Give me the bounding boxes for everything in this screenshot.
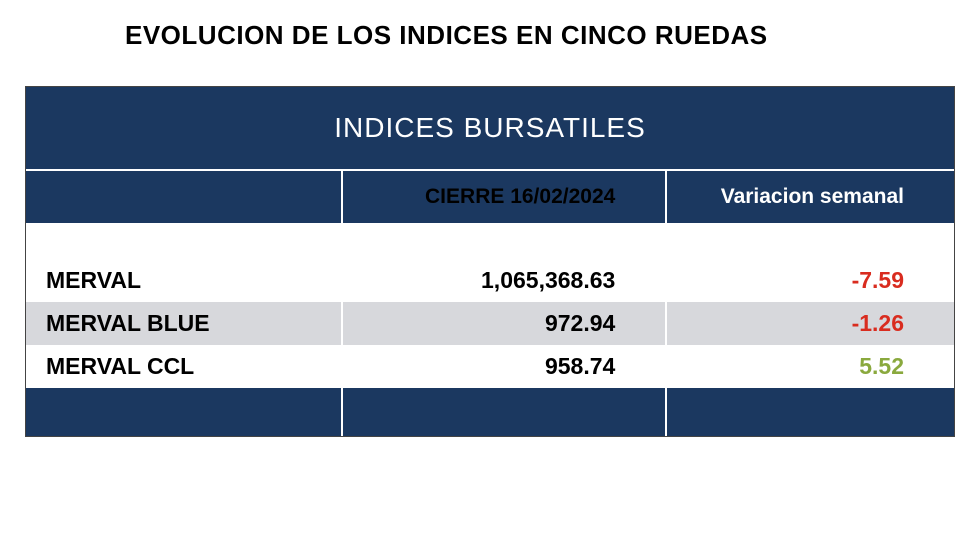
cell-close: 972.94: [342, 302, 667, 345]
table-row: MERVAL BLUE 972.94 -1.26: [26, 302, 954, 345]
header-index: [26, 171, 342, 223]
cell-index: MERVAL BLUE: [26, 302, 342, 345]
spacer-row: [26, 223, 954, 259]
table-row: MERVAL 1,065,368.63 -7.59: [26, 259, 954, 302]
table-banner: INDICES BURSATILES: [26, 87, 954, 171]
cell-index: MERVAL CCL: [26, 345, 342, 388]
indices-table-wrapper: INDICES BURSATILES CIERRE 16/02/2024 Var…: [25, 86, 955, 437]
cell-variation: 5.52: [666, 345, 954, 388]
page-title: EVOLUCION DE LOS INDICES EN CINCO RUEDAS: [125, 20, 955, 51]
header-variation: Variacion semanal: [666, 171, 954, 223]
header-row: CIERRE 16/02/2024 Variacion semanal: [26, 171, 954, 223]
cell-variation: -7.59: [666, 259, 954, 302]
cell-close: 1,065,368.63: [342, 259, 667, 302]
table-row: MERVAL CCL 958.74 5.52: [26, 345, 954, 388]
cell-variation: -1.26: [666, 302, 954, 345]
footer-row: [26, 388, 954, 436]
cell-close: 958.74: [342, 345, 667, 388]
header-close: CIERRE 16/02/2024: [342, 171, 667, 223]
indices-table: CIERRE 16/02/2024 Variacion semanal MERV…: [26, 171, 954, 436]
cell-index: MERVAL: [26, 259, 342, 302]
